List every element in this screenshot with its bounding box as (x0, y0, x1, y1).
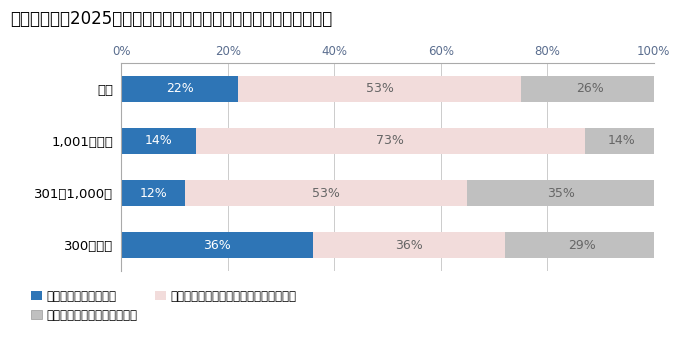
Text: 12%: 12% (140, 187, 167, 200)
Bar (239, 76, 520, 102)
Bar (505, 232, 659, 258)
Bar (196, 128, 584, 154)
Text: 35%: 35% (547, 187, 574, 200)
Text: ［図表１５］2025年卒採用の個別企業セミナー・説明会の開催形式: ［図表１５］2025年卒採用の個別企業セミナー・説明会の開催形式 (10, 10, 332, 29)
Text: 26%: 26% (576, 82, 604, 95)
Text: 53%: 53% (312, 187, 340, 200)
Text: 14%: 14% (145, 134, 173, 148)
Bar (313, 232, 505, 258)
Bar (468, 180, 654, 206)
Bar (584, 128, 659, 154)
Text: 36%: 36% (395, 239, 423, 252)
Bar (121, 76, 239, 102)
Text: 73%: 73% (376, 134, 404, 148)
Bar (121, 128, 196, 154)
Legend: すべて対面形式で実施, すべてオンライン形式で実施, 対面形式とオンライン形式の両方を実施: すべて対面形式で実施, すべてオンライン形式で実施, 対面形式とオンライン形式の… (32, 290, 297, 322)
Bar (520, 76, 659, 102)
Text: 14%: 14% (608, 134, 636, 148)
Text: 36%: 36% (204, 239, 231, 252)
Text: 29%: 29% (568, 239, 596, 252)
Bar (121, 180, 185, 206)
Text: 53%: 53% (365, 82, 394, 95)
Text: 22%: 22% (166, 82, 193, 95)
Bar (121, 232, 313, 258)
Bar (185, 180, 468, 206)
